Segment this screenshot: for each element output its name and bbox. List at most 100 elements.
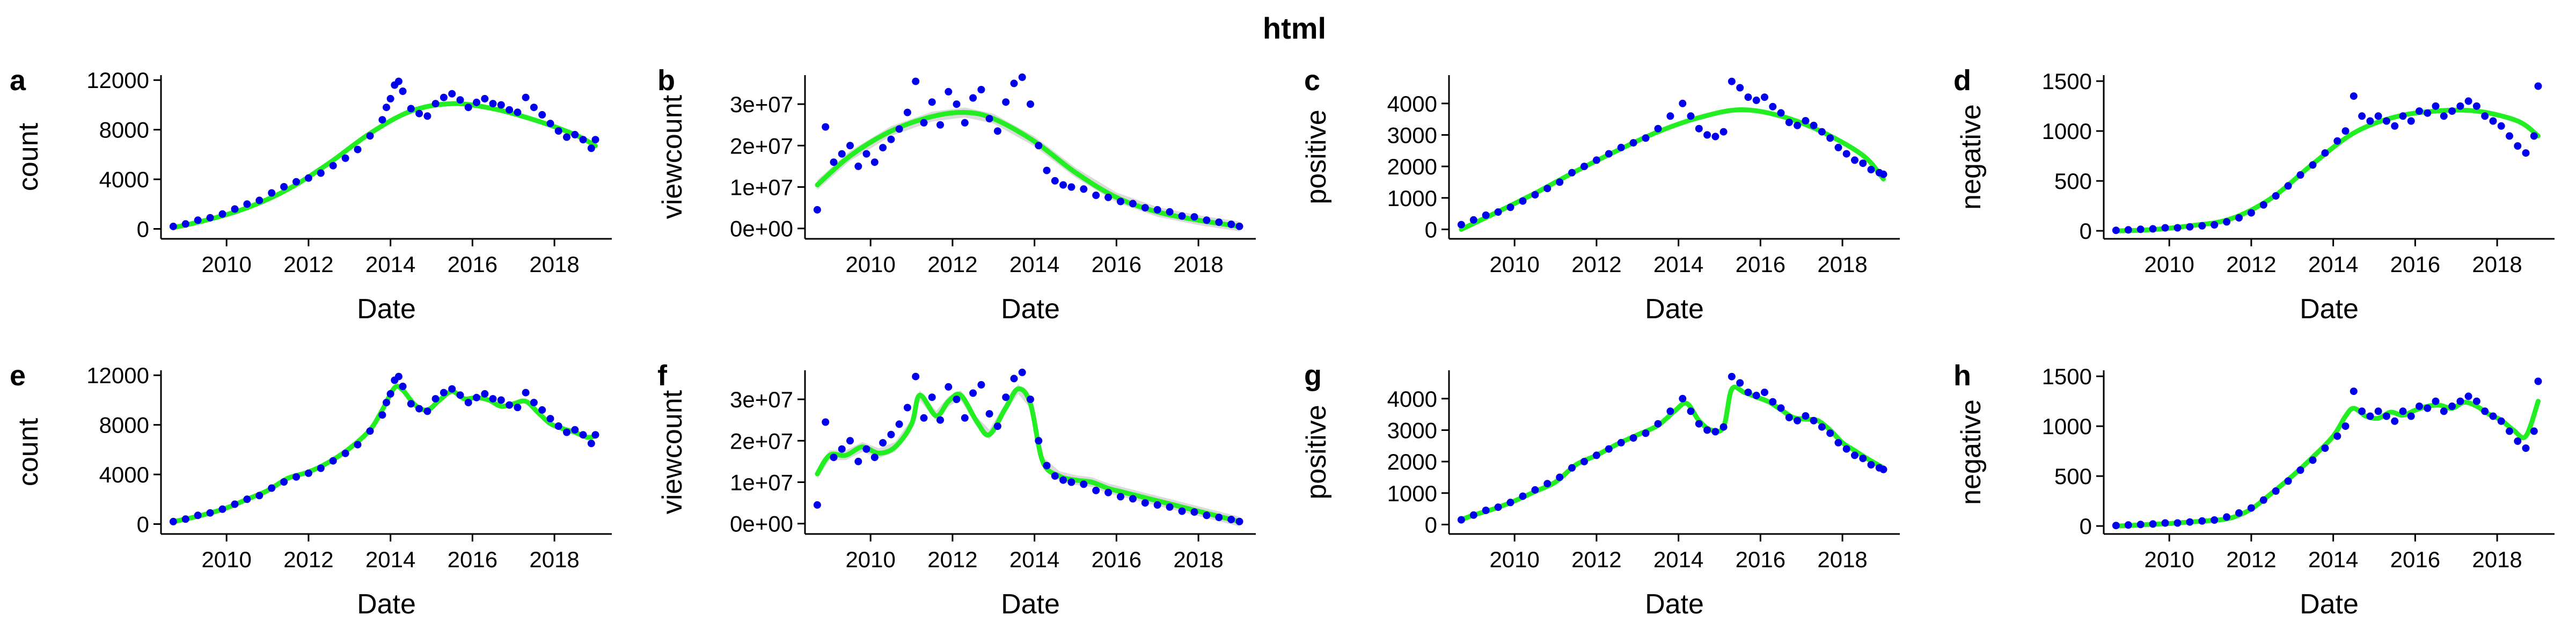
data-point	[912, 372, 920, 380]
data-point	[1785, 414, 1793, 421]
data-point	[1695, 420, 1703, 428]
data-point	[1617, 143, 1625, 151]
data-point	[985, 410, 993, 418]
data-point	[341, 154, 349, 162]
data-point	[1027, 396, 1034, 404]
data-point	[2309, 161, 2317, 169]
data-point	[1826, 429, 1834, 437]
data-point	[1469, 216, 1477, 224]
x-tick-label: 2012	[927, 252, 977, 277]
data-point	[1642, 429, 1650, 437]
data-point	[2534, 377, 2542, 385]
data-point	[2186, 223, 2194, 231]
data-point	[1605, 445, 1613, 453]
data-point	[354, 145, 362, 153]
x-axis-title: Date	[1645, 294, 1704, 325]
panel-letter-f: f	[657, 360, 668, 392]
data-point	[1785, 119, 1793, 126]
data-point	[1482, 507, 1490, 514]
data-point	[169, 517, 177, 525]
data-point	[1227, 221, 1235, 228]
data-point	[1556, 178, 1564, 186]
data-point	[506, 401, 514, 409]
data-point	[268, 484, 276, 492]
data-point	[2223, 513, 2231, 521]
data-point	[945, 383, 953, 391]
x-tick-label: 2014	[1653, 252, 1703, 277]
data-point	[1543, 185, 1552, 193]
x-axis-title: Date	[2300, 294, 2359, 325]
x-tick-label: 2014	[1009, 252, 1059, 277]
data-point	[1543, 480, 1552, 488]
data-point	[1777, 109, 1785, 117]
data-point	[953, 100, 961, 108]
data-point	[2296, 171, 2304, 179]
data-point	[1629, 434, 1637, 442]
data-point	[1867, 461, 1875, 469]
data-point	[1851, 451, 1858, 459]
data-point	[1153, 501, 1161, 509]
y-tick-label: 500	[2054, 464, 2092, 489]
data-point	[1654, 125, 1662, 133]
data-point	[1666, 407, 1674, 415]
data-point	[2514, 437, 2522, 445]
data-point	[522, 93, 530, 101]
data-point	[895, 125, 903, 133]
data-point	[440, 389, 448, 397]
data-point	[206, 214, 214, 222]
x-tick-label: 2010	[2144, 547, 2194, 572]
data-point	[587, 144, 595, 152]
data-point	[2448, 107, 2456, 115]
data-point	[1867, 166, 1875, 173]
data-point	[464, 399, 472, 407]
data-point	[2382, 412, 2390, 420]
data-point	[1802, 412, 1810, 420]
y-tick-label: 0e+00	[730, 216, 793, 241]
data-point	[1129, 495, 1137, 503]
data-point	[1080, 185, 1088, 193]
data-point	[1802, 117, 1810, 125]
data-point	[2432, 102, 2440, 110]
data-point	[2522, 444, 2530, 452]
data-point	[870, 453, 879, 462]
data-point	[1744, 389, 1752, 397]
data-point	[1051, 177, 1059, 185]
data-point	[2112, 226, 2120, 235]
data-point	[1703, 426, 1711, 434]
data-point	[846, 437, 854, 445]
y-axis-title: count	[13, 122, 44, 191]
data-point	[2440, 407, 2448, 415]
data-point	[879, 144, 887, 152]
data-point	[838, 150, 846, 158]
data-point	[481, 94, 489, 103]
data-point	[1215, 514, 1223, 522]
y-tick-label: 8000	[99, 118, 149, 143]
data-point	[554, 422, 562, 430]
x-tick-label: 2016	[1736, 547, 1785, 572]
data-point	[830, 158, 838, 166]
data-point	[2124, 226, 2132, 234]
x-tick-label: 2018	[1173, 252, 1223, 277]
data-point	[1035, 437, 1043, 445]
data-point	[1666, 112, 1674, 120]
data-point	[1494, 503, 1502, 511]
data-point	[1617, 438, 1625, 447]
panel-g: g 2010 2012 2014 2016 2018 0 1000 2000 3000 4000 Da…	[1301, 360, 1900, 620]
data-point	[1227, 516, 1235, 523]
data-point	[887, 430, 895, 438]
data-point	[1703, 131, 1711, 139]
y-tick-label: 4000	[99, 462, 149, 487]
data-point	[2259, 201, 2267, 209]
data-point	[386, 94, 394, 103]
data-point	[2374, 112, 2382, 120]
data-point	[2366, 412, 2374, 420]
data-point	[1506, 203, 1514, 211]
data-point	[231, 500, 239, 508]
data-point	[2481, 407, 2489, 415]
data-point	[822, 123, 830, 131]
data-point	[1190, 508, 1198, 516]
data-point	[579, 431, 587, 439]
data-point	[1654, 420, 1662, 428]
x-tick-label: 2018	[529, 252, 579, 277]
data-point	[2321, 149, 2329, 157]
